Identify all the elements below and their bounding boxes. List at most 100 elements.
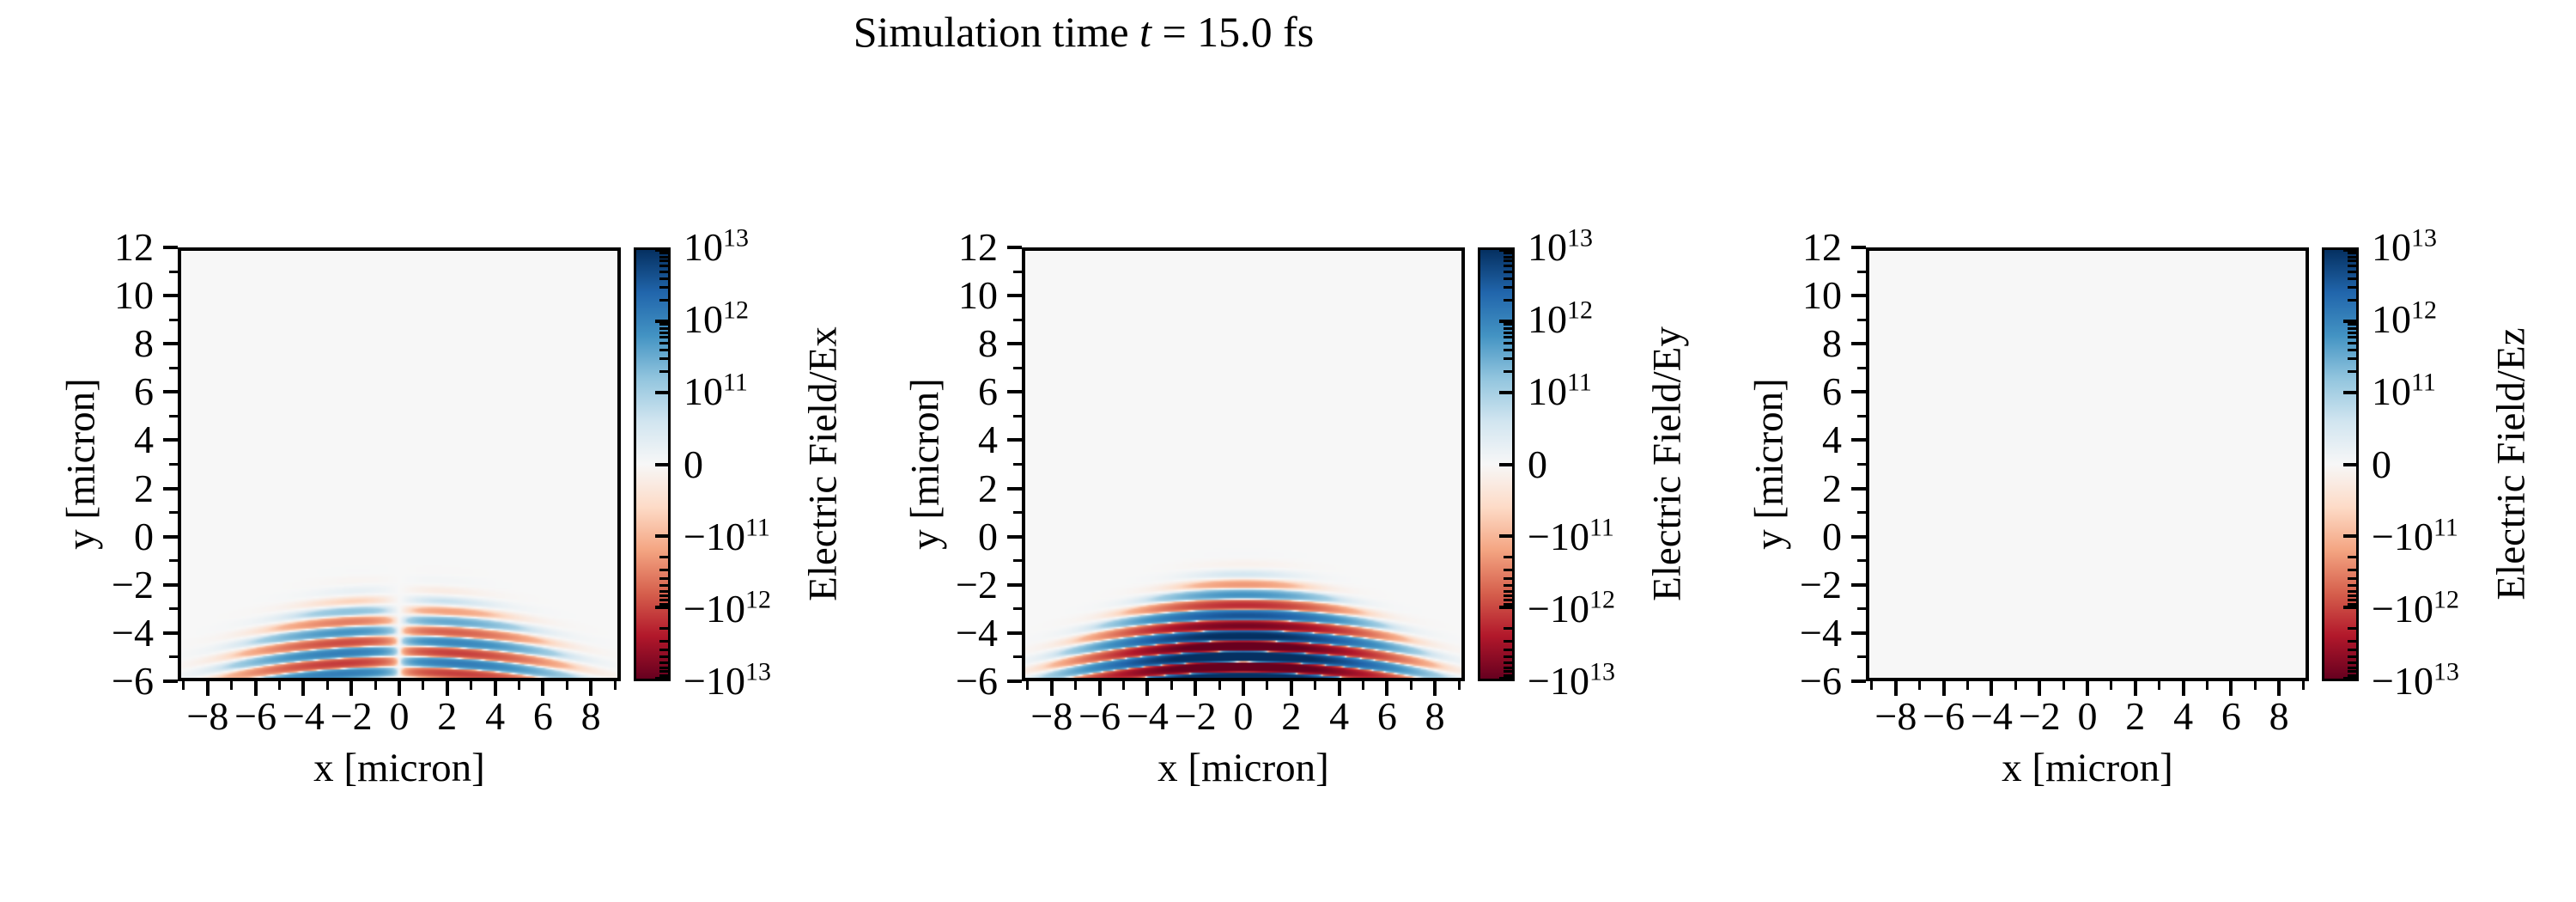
y-major-tick — [1851, 246, 1866, 249]
colorbar-minor-tick — [659, 627, 668, 631]
x-major-tick — [1049, 681, 1054, 696]
y-major-tick — [163, 582, 178, 587]
colorbar-tick-label: −1013 — [1528, 657, 1615, 703]
figure-title: Simulation time t = 15.0 fs — [854, 7, 1315, 57]
y-tick-label: 4 — [1822, 417, 1842, 462]
plot-area-ez — [1866, 247, 2309, 681]
x-minor-tick — [325, 681, 329, 690]
y-major-tick — [163, 631, 178, 635]
heatmap-canvas-ex — [181, 251, 617, 678]
colorbar-minor-tick — [2348, 277, 2356, 280]
x-major-tick — [1242, 681, 1245, 696]
y-major-tick — [1007, 438, 1022, 442]
x-tick-label: 0 — [1233, 694, 1254, 738]
y-minor-tick — [1857, 270, 1866, 273]
y-tick-label: −6 — [1800, 659, 1842, 703]
colorbar-minor-tick — [1504, 640, 1512, 643]
colorbar-minor-tick — [659, 584, 668, 588]
y-major-tick — [163, 680, 178, 683]
colorbar-minor-tick — [2348, 259, 2356, 263]
plot-area-ey — [1022, 247, 1465, 681]
x-major-tick — [1385, 681, 1389, 696]
colorbar-minor-tick — [659, 323, 668, 326]
y-tick-label: −2 — [112, 562, 154, 606]
x-tick-label: 6 — [2221, 694, 2241, 738]
x-tick-label: −8 — [186, 694, 229, 738]
colorbar-tick-label: 1011 — [1528, 368, 1592, 414]
y-tick-label: 0 — [134, 514, 154, 558]
colorbar-minor-tick — [1504, 666, 1512, 669]
x-minor-tick — [1409, 681, 1413, 690]
colorbar-minor-tick — [2348, 584, 2356, 588]
y-tick-label: 10 — [958, 273, 998, 318]
colorbar-tick-label: −1013 — [683, 657, 771, 703]
plot-area-ex — [178, 247, 621, 681]
x-tick-label: −6 — [234, 694, 277, 738]
colorbar-label-ey: Electric Field/Ey — [1644, 326, 1690, 601]
x-major-tick — [1337, 681, 1341, 696]
colorbar-tick-label: −1012 — [1528, 585, 1615, 631]
x-major-tick — [1289, 681, 1293, 696]
x-minor-tick — [470, 681, 473, 690]
colorbar-tick-label: 1013 — [2372, 223, 2437, 269]
y-tick-label: −2 — [1800, 562, 1842, 606]
colorbar-tick-label: 0 — [1528, 442, 1547, 486]
x-minor-tick — [1218, 681, 1221, 690]
colorbar-minor-tick — [1504, 369, 1512, 373]
x-tick-label: −4 — [1970, 694, 2013, 738]
colorbar-label-ex: Electric Field/Ex — [800, 326, 846, 601]
y-minor-tick — [1013, 463, 1022, 466]
heatmap-canvas-ey — [1025, 251, 1461, 678]
colorbar-minor-tick — [659, 640, 668, 643]
y-tick-label: 6 — [1822, 369, 1842, 414]
y-tick-label: 10 — [1802, 273, 1842, 318]
colorbar-minor-tick — [659, 277, 668, 280]
y-minor-tick — [1013, 559, 1022, 563]
colorbar-minor-tick — [659, 255, 668, 259]
colorbar-minor-tick — [2348, 285, 2356, 289]
x-axis-label: x [micron] — [1157, 746, 1329, 790]
colorbar-minor-tick — [1504, 270, 1512, 273]
colorbar-tick-label: −1011 — [2372, 513, 2458, 558]
y-minor-tick — [169, 366, 178, 369]
colorbar-major-tick — [1499, 462, 1512, 466]
x-minor-tick — [2062, 681, 2065, 690]
y-minor-tick — [1013, 414, 1022, 417]
colorbar-minor-tick — [2348, 298, 2356, 302]
colorbar-minor-tick — [1504, 568, 1512, 571]
x-minor-tick — [1266, 681, 1269, 690]
x-tick-label: 2 — [437, 694, 458, 738]
x-tick-label: −2 — [330, 694, 373, 738]
x-tick-label: −2 — [2018, 694, 2061, 738]
colorbar-major-tick — [2343, 677, 2356, 680]
colorbar-minor-tick — [1504, 589, 1512, 593]
x-major-tick — [1097, 681, 1102, 696]
x-tick-label: −8 — [1030, 694, 1073, 738]
y-minor-tick — [1013, 655, 1022, 659]
colorbar-minor-tick — [1504, 594, 1512, 598]
x-major-tick — [2133, 681, 2137, 696]
y-tick-label: −4 — [112, 610, 154, 655]
colorbar-minor-tick — [1504, 348, 1512, 351]
colorbar-tick-label: −1012 — [683, 585, 771, 631]
y-minor-tick — [1013, 511, 1022, 515]
colorbar-minor-tick — [659, 670, 668, 673]
colorbar-major-tick — [655, 391, 668, 395]
colorbar-tick-label: 1012 — [1528, 296, 1593, 342]
colorbar-minor-tick — [1504, 627, 1512, 631]
x-major-tick — [541, 681, 545, 696]
figure-title-suffix: = 15.0 fs — [1151, 8, 1315, 56]
colorbar-minor-tick — [659, 341, 668, 344]
colorbar-minor-tick — [659, 348, 668, 351]
colorbar-minor-tick — [2348, 594, 2356, 598]
colorbar-minor-tick — [659, 594, 668, 598]
y-minor-tick — [169, 414, 178, 417]
x-minor-tick — [2301, 681, 2305, 690]
x-major-tick — [1941, 681, 1946, 696]
y-minor-tick — [1857, 511, 1866, 515]
x-minor-tick — [517, 681, 520, 690]
x-minor-tick — [1074, 681, 1078, 690]
colorbar-minor-tick — [659, 357, 668, 361]
x-major-tick — [1433, 681, 1437, 696]
colorbar-minor-tick — [1504, 255, 1512, 259]
